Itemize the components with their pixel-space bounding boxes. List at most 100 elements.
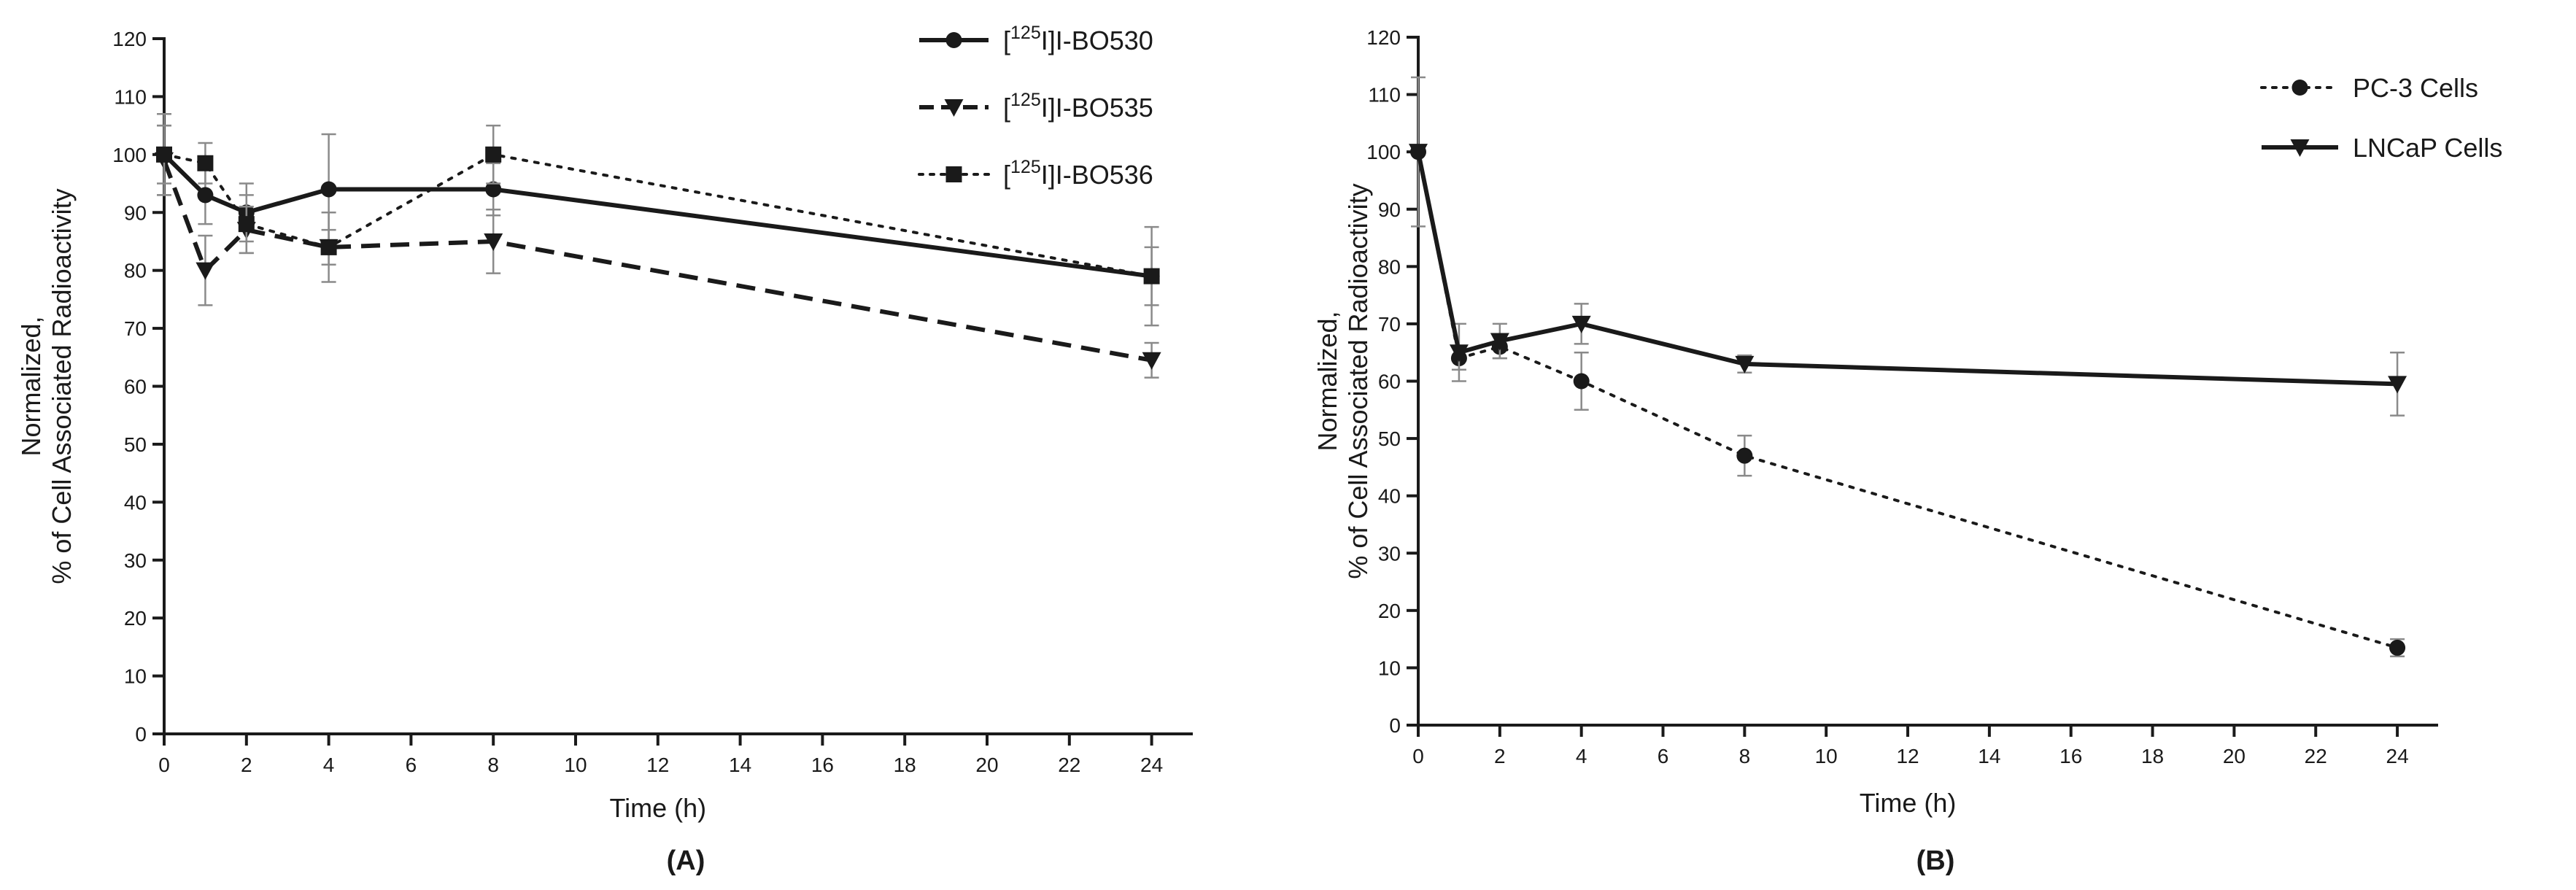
- legend-marker: [945, 32, 962, 48]
- x-tick-label: 22: [1058, 754, 1080, 776]
- series-line: [162, 152, 1152, 279]
- data-point: [484, 233, 503, 251]
- y-tick-label: 40: [1378, 485, 1401, 508]
- data-point: [1571, 315, 1591, 333]
- y-tick-label: 0: [1389, 714, 1401, 737]
- panel-label: (B): [1916, 846, 1955, 876]
- data-point: [196, 262, 215, 280]
- legend-label: [125I]I-BO536: [1003, 157, 1153, 190]
- x-tick-label: 16: [811, 754, 834, 776]
- panel-label: (A): [667, 846, 705, 876]
- series-line: [162, 159, 1153, 363]
- data-point: [320, 239, 337, 255]
- legend-label-prefix: [: [1003, 93, 1010, 123]
- x-tick-label: 4: [1576, 745, 1587, 767]
- series-0: [156, 124, 1160, 327]
- x-tick-label: 24: [1140, 754, 1163, 776]
- legend-label: [125I]I-BO535: [1003, 90, 1153, 123]
- y-tick-label: 10: [124, 665, 147, 688]
- y-tick-label: 110: [1368, 84, 1401, 107]
- y-tick-label: 50: [1378, 427, 1401, 450]
- x-tick-label: 2: [1494, 745, 1506, 767]
- series-line: [1417, 150, 2399, 649]
- series-line: [1416, 151, 2398, 387]
- x-tick-label: 12: [1896, 745, 1919, 767]
- y-tick-label: 70: [1378, 313, 1401, 336]
- legend-item: PC-3 Cells: [2260, 73, 2478, 103]
- y-tick-label: 100: [1366, 141, 1401, 163]
- data-point: [485, 146, 502, 163]
- y-axis-label-line2: % of Cell Associated Radioactivity: [1343, 183, 1373, 578]
- x-tick-label: 8: [487, 754, 499, 776]
- legend-label-superscript: 125: [1010, 157, 1041, 177]
- x-tick-label: 0: [1412, 745, 1424, 767]
- data-point: [1573, 373, 1590, 390]
- data-point: [156, 146, 172, 163]
- y-tick-label: 120: [112, 28, 147, 50]
- y-tick-label: 30: [124, 549, 147, 572]
- x-tick-label: 10: [564, 754, 587, 776]
- x-tick-label: 18: [2141, 745, 2164, 767]
- series-0: [1410, 144, 2406, 657]
- legend-label-superscript: 125: [1010, 90, 1041, 110]
- data-point: [1490, 333, 1509, 351]
- data-point: [1449, 344, 1469, 363]
- legend-label: LNCaP Cells: [2353, 133, 2502, 163]
- y-axis-label-line1: Normalized,: [1312, 311, 1342, 451]
- x-tick-label: 4: [323, 754, 335, 776]
- x-axis-label: Time (h): [609, 793, 706, 823]
- y-tick-label: 10: [1378, 657, 1401, 679]
- legend-label-rest: I]I-BO535: [1041, 93, 1153, 123]
- data-point: [238, 216, 255, 233]
- x-tick-label: 0: [158, 754, 170, 776]
- series-2: [156, 112, 1160, 306]
- y-tick-label: 80: [124, 260, 147, 282]
- data-point: [1735, 355, 1755, 374]
- legend-marker: [2290, 139, 2310, 157]
- y-tick-label: 40: [124, 491, 147, 514]
- data-point: [2389, 639, 2406, 656]
- data-point: [2388, 376, 2407, 394]
- y-tick-label: 30: [1378, 542, 1401, 565]
- legend-label-rest: I]I-BO536: [1041, 160, 1153, 190]
- x-tick-label: 20: [2223, 745, 2246, 767]
- legend-label: PC-3 Cells: [2353, 73, 2478, 103]
- y-tick-label: 110: [114, 85, 147, 108]
- y-axis-label-line1: Normalized,: [16, 316, 46, 456]
- legend-item: [125I]I-BO536: [918, 157, 1153, 190]
- y-tick-label: 90: [1378, 198, 1401, 221]
- y-axis-label-line2: % of Cell Associated Radioactivity: [47, 188, 77, 584]
- legend-label: [125I]I-BO530: [1003, 23, 1153, 55]
- legend-item: [125I]I-BO530: [919, 23, 1153, 55]
- y-tick-label: 70: [124, 317, 147, 340]
- y-tick-label: 20: [1378, 600, 1401, 622]
- x-tick-label: 20: [975, 754, 998, 776]
- legend-label-superscript: 125: [1010, 23, 1041, 43]
- x-tick-label: 14: [1978, 745, 2000, 767]
- y-tick-label: 20: [124, 607, 147, 630]
- legend-label-rest: I]I-BO530: [1041, 26, 1153, 55]
- legend-marker: [945, 166, 962, 182]
- legend-marker: [944, 99, 964, 117]
- data-point: [197, 187, 214, 204]
- y-tick-label: 90: [124, 201, 147, 224]
- x-tick-label: 16: [2059, 745, 2082, 767]
- x-axis-label: Time (h): [1860, 788, 1957, 818]
- x-tick-label: 22: [2305, 745, 2327, 767]
- data-point: [1409, 144, 1428, 162]
- y-tick-label: 50: [124, 433, 147, 456]
- data-point: [1143, 268, 1160, 285]
- y-tick-label: 120: [1366, 26, 1401, 49]
- legend-item: [125I]I-BO535: [919, 90, 1153, 123]
- data-point: [320, 181, 337, 198]
- data-point: [1736, 447, 1753, 464]
- data-point: [197, 155, 214, 171]
- y-tick-label: 0: [135, 723, 147, 746]
- legend-label-prefix: [: [1003, 26, 1010, 55]
- y-tick-label: 80: [1378, 255, 1401, 278]
- x-tick-label: 18: [894, 754, 916, 776]
- x-tick-label: 24: [2386, 745, 2409, 767]
- legend-label-prefix: [: [1003, 160, 1010, 190]
- x-tick-label: 2: [241, 754, 252, 776]
- x-tick-label: 6: [406, 754, 417, 776]
